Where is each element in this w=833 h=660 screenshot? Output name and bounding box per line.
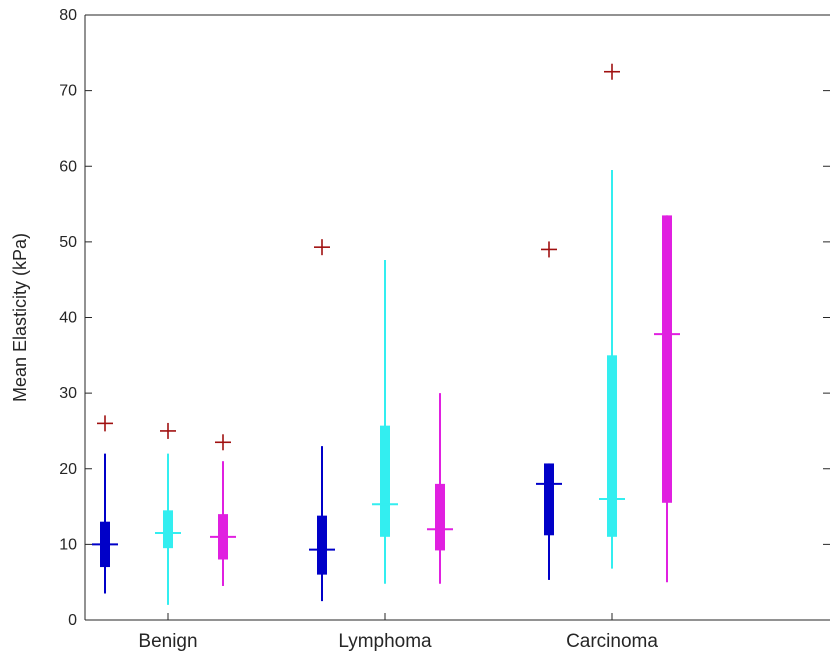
- x-tick-label: Lymphoma: [338, 631, 432, 652]
- y-tick-label: 0: [68, 612, 77, 629]
- box: [309, 239, 335, 602]
- y-tick-label: 10: [59, 536, 77, 553]
- x-tick-labels: Benign Lymphoma Carcinoma: [138, 631, 658, 652]
- y-tick-label: 40: [59, 310, 77, 327]
- box-body: [380, 425, 390, 537]
- box: [92, 415, 118, 594]
- x-tick-label: Carcinoma: [566, 631, 658, 652]
- box: [155, 422, 181, 605]
- box: [599, 63, 625, 569]
- box-body: [544, 463, 554, 536]
- y-axis-label: Mean Elasticity (kPa): [10, 233, 30, 402]
- y-tick-label: 60: [59, 158, 77, 175]
- box-body: [662, 215, 672, 503]
- box: [372, 260, 398, 584]
- box: [536, 241, 562, 580]
- y-tick-label: 70: [59, 83, 77, 100]
- y-tick-labels: 0 10 20 30 40 50 60 70 80: [59, 7, 77, 629]
- box-body: [317, 515, 327, 575]
- box: [654, 215, 680, 583]
- y-tick-label: 30: [59, 385, 77, 402]
- x-tick-label: Benign: [138, 631, 197, 652]
- box: [427, 393, 453, 584]
- y-tick-label: 20: [59, 461, 77, 478]
- box-body: [435, 483, 445, 551]
- y-tick-label: 80: [59, 7, 77, 24]
- box: [210, 434, 236, 586]
- axes: [84, 14, 830, 621]
- box-body: [607, 355, 617, 537]
- box-body: [163, 510, 173, 549]
- y-tick-label: 50: [59, 234, 77, 251]
- boxes: [92, 63, 680, 605]
